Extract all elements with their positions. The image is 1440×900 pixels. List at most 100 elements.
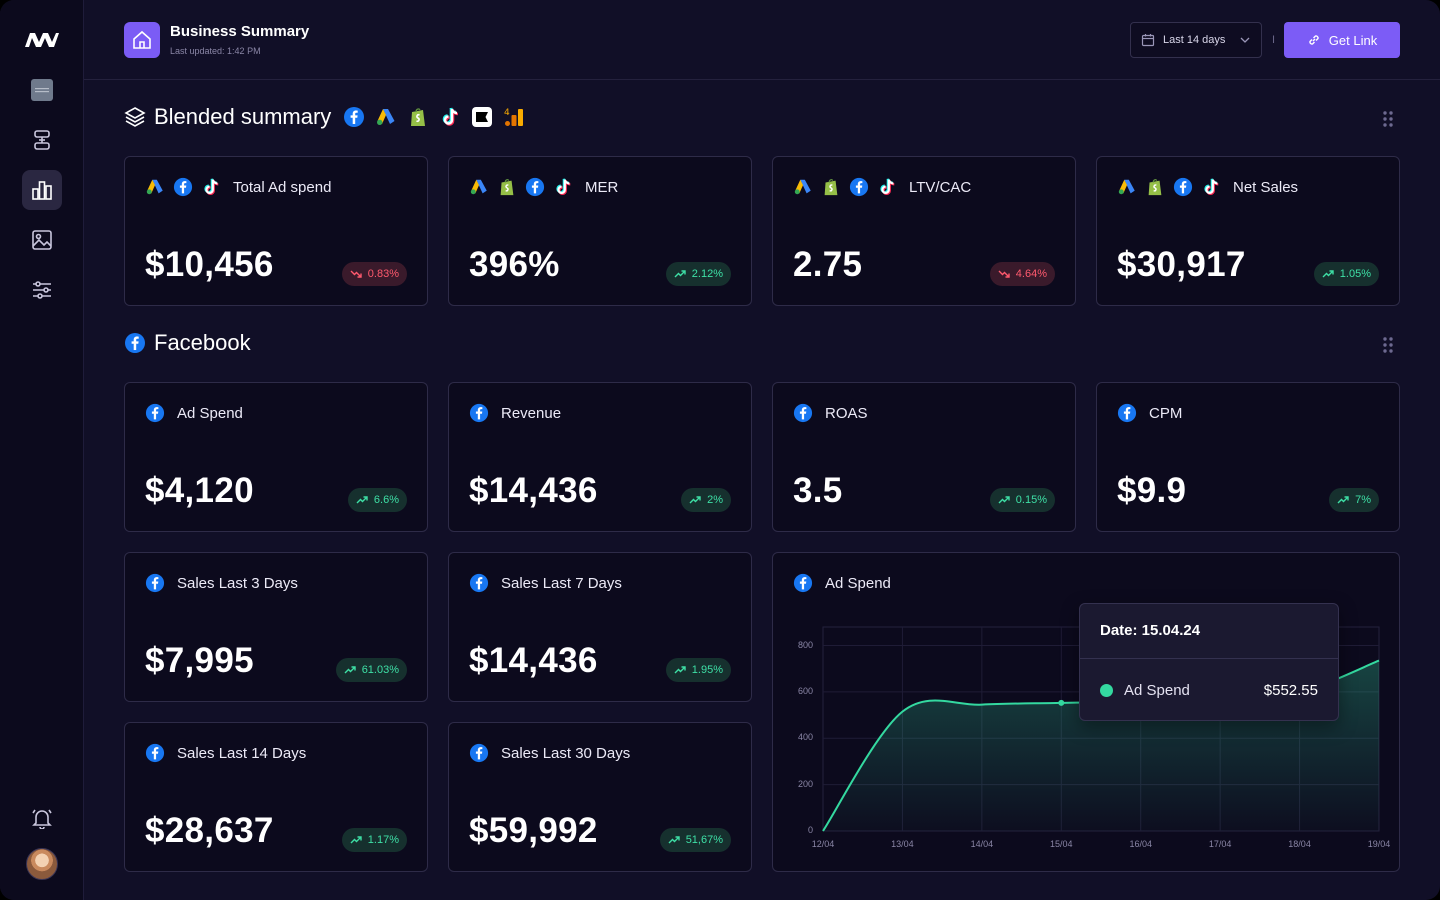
home-badge xyxy=(124,22,160,58)
metric-card-facebook-ad-spend[interactable]: Ad Spend $4,120 6.6% xyxy=(124,382,428,532)
card-value: $30,917 xyxy=(1117,245,1246,284)
notifications-button[interactable] xyxy=(22,798,62,838)
metric-card-total-ad-spend[interactable]: Total Ad spend $10,456 0.83% xyxy=(124,156,428,306)
y-tick-label: 600 xyxy=(797,685,813,696)
sidebar-item-settings[interactable] xyxy=(22,270,62,310)
svg-text:4: 4 xyxy=(504,108,510,118)
get-link-button[interactable]: Get Link xyxy=(1284,22,1400,58)
facebook-icon xyxy=(344,107,365,127)
trend-down-icon xyxy=(998,270,1010,278)
delta-badge: 1.05% xyxy=(1313,262,1379,286)
metric-card-facebook-roas[interactable]: ROAS 3.5 0.15% xyxy=(772,382,1076,532)
bar-chart-icon xyxy=(32,181,52,200)
delta-badge: 2% xyxy=(681,488,731,512)
blended-summary-title: Blended summary 4 xyxy=(124,104,525,130)
sidebar-item-integrations[interactable] xyxy=(22,120,62,160)
metric-card-facebook-cpm[interactable]: CPM $9.9 7% xyxy=(1096,382,1400,532)
delta-value: 1.05% xyxy=(1339,268,1371,280)
delta-value: 0.15% xyxy=(1015,494,1047,506)
get-link-label: Get Link xyxy=(1328,32,1378,48)
card-label: Ad Spend xyxy=(177,404,243,422)
klaviyo-icon xyxy=(472,107,493,127)
shopify-icon xyxy=(824,179,838,196)
chart-title: Ad Spend xyxy=(825,574,891,592)
facebook-icon xyxy=(469,403,489,423)
home-icon xyxy=(133,30,151,49)
metric-card-facebook-sales-last-7-days[interactable]: Sales Last 7 Days $14,436 1.95% xyxy=(448,552,752,702)
facebook-icon xyxy=(145,573,165,593)
metric-card-facebook-sales-last-14-days[interactable]: Sales Last 14 Days $28,637 1.17% xyxy=(124,722,428,872)
trend-up-icon xyxy=(674,666,686,674)
card-header: LTV/CAC xyxy=(793,177,971,197)
metric-card-mer[interactable]: MER 396% 2.12% xyxy=(448,156,752,306)
card-header: Revenue xyxy=(469,403,561,423)
card-header: Sales Last 14 Days xyxy=(145,743,306,763)
app-logo[interactable] xyxy=(24,30,60,50)
delta-value: 61.03% xyxy=(361,664,399,676)
bell-icon xyxy=(32,809,52,829)
delta-badge: 1.95% xyxy=(665,658,731,682)
sidebar xyxy=(0,0,84,900)
facebook-icon xyxy=(145,743,165,763)
chart-card-header: Ad Spend xyxy=(793,573,891,593)
shopify-icon xyxy=(411,108,426,126)
top-header: Business Summary Last updated: 1:42 PM L… xyxy=(84,0,1440,80)
trend-up-icon xyxy=(350,836,362,844)
card-value: $14,436 xyxy=(469,641,598,680)
facebook-drag-handle-icon[interactable] xyxy=(1382,336,1394,354)
card-value: $7,995 xyxy=(145,641,254,680)
metric-card-facebook-sales-last-3-days[interactable]: Sales Last 3 Days $7,995 61.03% xyxy=(124,552,428,702)
delta-badge: 0.83% xyxy=(341,262,407,286)
delta-badge: 51,67% xyxy=(659,828,731,852)
sidebar-item-analytics[interactable] xyxy=(22,170,62,210)
trend-down-icon xyxy=(350,270,362,278)
card-value: $14,436 xyxy=(469,471,598,510)
facebook-icon xyxy=(1117,403,1137,423)
y-tick-label: 0 xyxy=(807,825,813,835)
card-header: Sales Last 7 Days xyxy=(469,573,622,593)
date-range-select[interactable]: Last 14 days xyxy=(1130,22,1262,58)
sidebar-item-creatives[interactable] xyxy=(22,220,62,260)
x-tick-label: 15/04 xyxy=(1050,839,1073,849)
card-value: $28,637 xyxy=(145,811,274,850)
blended-drag-handle-icon[interactable] xyxy=(1382,110,1394,128)
image-icon xyxy=(32,230,52,250)
card-header: MER xyxy=(469,177,618,197)
card-label: LTV/CAC xyxy=(909,178,972,196)
metric-card-net-sales[interactable]: Net Sales $30,917 1.05% xyxy=(1096,156,1400,306)
card-value: $59,992 xyxy=(469,811,598,850)
google-analytics-icon: 4 xyxy=(504,108,524,126)
google-ads-icon xyxy=(794,179,811,195)
trend-up-icon xyxy=(1337,496,1349,504)
metric-card-facebook-sales-last-30-days[interactable]: Sales Last 30 Days $59,992 51,67% xyxy=(448,722,752,872)
x-tick-label: 17/04 xyxy=(1208,839,1232,849)
tooltip-date: Date: 15.04.24 xyxy=(1100,622,1201,639)
trend-up-icon xyxy=(344,666,356,674)
facebook-icon xyxy=(469,743,489,763)
delta-value: 6.6% xyxy=(373,494,399,506)
section-title-text: Facebook xyxy=(154,330,251,355)
facebook-icon xyxy=(469,573,489,593)
metric-card-facebook-revenue[interactable]: Revenue $14,436 2% xyxy=(448,382,752,532)
ad-spend-chart-card: Ad Spend 0 200 400 600 800 12/04 13/04 14/04 15… xyxy=(772,552,1400,872)
google-ads-icon xyxy=(470,179,487,195)
trend-up-icon xyxy=(356,496,368,504)
avatar[interactable] xyxy=(26,848,58,880)
x-tick-label: 12/04 xyxy=(811,839,835,849)
tiktok-icon xyxy=(204,178,219,195)
card-value: 3.5 xyxy=(793,471,843,510)
last-updated-text: Last updated: 1:42 PM xyxy=(170,46,261,56)
delta-value: 1.17% xyxy=(367,834,399,846)
link-icon xyxy=(1309,35,1319,45)
sidebar-item-workspace[interactable] xyxy=(22,70,62,110)
card-label: CPM xyxy=(1149,404,1183,422)
delta-badge: 7% xyxy=(1329,488,1379,512)
card-label: Total Ad spend xyxy=(233,178,332,196)
x-tick-label: 16/04 xyxy=(1129,839,1152,849)
metric-card-ltv-cac[interactable]: LTV/CAC 2.75 4.64% xyxy=(772,156,1076,306)
x-tick-label: 13/04 xyxy=(891,839,914,849)
x-tick-label: 14/04 xyxy=(970,839,994,849)
y-tick-label: 200 xyxy=(797,778,813,789)
card-header: Sales Last 30 Days xyxy=(469,743,630,763)
facebook-icon xyxy=(793,573,813,593)
